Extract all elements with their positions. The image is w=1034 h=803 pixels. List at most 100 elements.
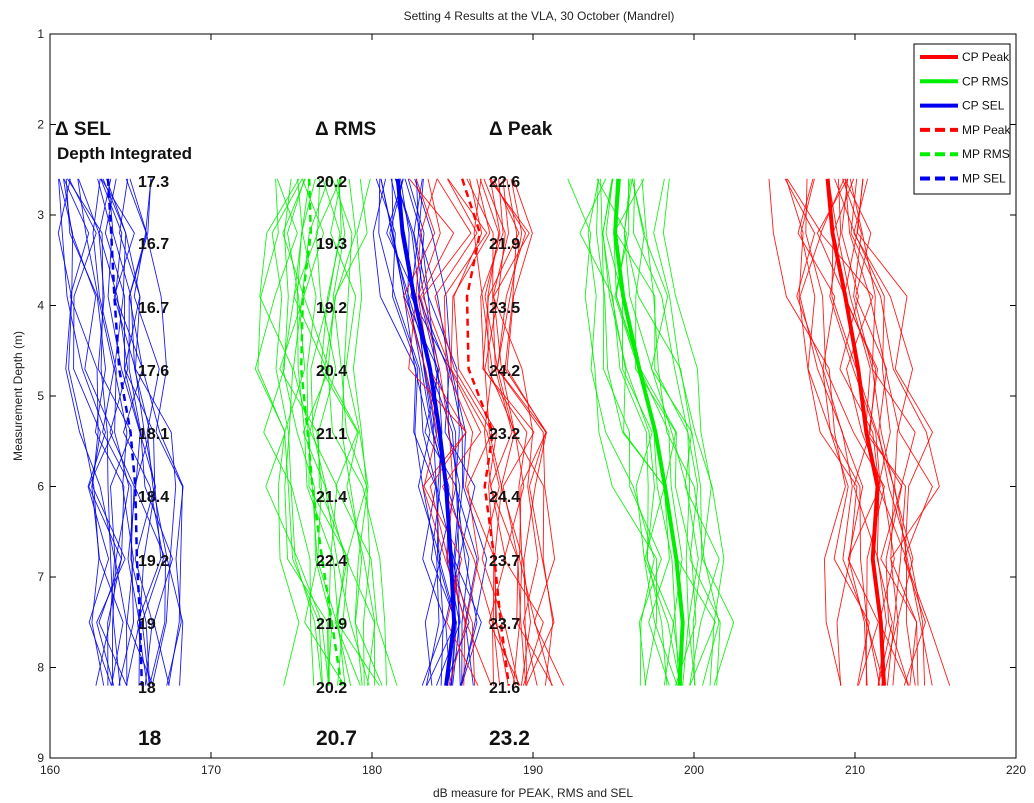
annotation-value: 24.4 bbox=[489, 489, 520, 506]
trace-line bbox=[67, 178, 121, 686]
trace-line bbox=[797, 178, 868, 686]
trace-line bbox=[596, 178, 683, 686]
trace-line bbox=[800, 178, 881, 686]
annotation-value: 17.6 bbox=[138, 363, 169, 380]
trace-line bbox=[293, 178, 349, 686]
trace-line bbox=[389, 178, 460, 686]
series-line-mp-rms bbox=[299, 178, 343, 686]
annotation-header: Δ RMS bbox=[315, 119, 376, 140]
annotation-value: 20.2 bbox=[316, 174, 347, 191]
annotation-value: 20.2 bbox=[316, 680, 347, 697]
trace-line bbox=[407, 178, 482, 686]
x-tick-label: 210 bbox=[845, 763, 865, 777]
chart-title: Setting 4 Results at the VLA, 30 October… bbox=[404, 9, 675, 23]
trace-line bbox=[834, 178, 916, 686]
trace-line bbox=[844, 178, 933, 686]
trace-line bbox=[587, 178, 655, 686]
trace-line bbox=[106, 178, 156, 686]
trace-line bbox=[786, 178, 867, 686]
trace-line bbox=[100, 178, 162, 686]
trace-line bbox=[408, 178, 476, 686]
annotation-value: 22.6 bbox=[489, 174, 520, 191]
annotation-value: 21.1 bbox=[316, 426, 347, 443]
trace-line bbox=[330, 178, 383, 686]
annotation-integrated-value: 18 bbox=[138, 727, 162, 750]
trace-line bbox=[662, 178, 735, 686]
legend-label: CP SEL bbox=[962, 99, 1005, 113]
trace-line bbox=[853, 178, 933, 686]
trace-line bbox=[92, 178, 130, 686]
series-line-cp-rms bbox=[613, 178, 685, 686]
annotation-value: 22.4 bbox=[316, 553, 347, 570]
trace-line bbox=[320, 178, 398, 686]
trace-line bbox=[850, 178, 940, 686]
annotation-value: 19.3 bbox=[316, 236, 347, 253]
trace-line bbox=[768, 178, 846, 686]
trace-line bbox=[567, 178, 658, 686]
y-tick-label: 6 bbox=[37, 480, 44, 494]
trace-line bbox=[623, 178, 720, 686]
legend-label: MP SEL bbox=[962, 172, 1006, 186]
y-axis-label: Measurement Depth (m) bbox=[11, 331, 25, 461]
x-tick-label: 220 bbox=[1006, 763, 1026, 777]
annotation-value: 20.4 bbox=[316, 363, 347, 380]
series-line-mp-sel bbox=[106, 178, 144, 686]
trace-line bbox=[391, 178, 456, 686]
annotation-value: 18.1 bbox=[138, 426, 169, 443]
annotation-value: 21.4 bbox=[316, 489, 347, 506]
trace-line bbox=[482, 178, 553, 686]
x-tick-label: 200 bbox=[684, 763, 704, 777]
trace-line bbox=[805, 178, 885, 686]
annotation-value: 21.6 bbox=[489, 680, 520, 697]
trace-line bbox=[315, 178, 361, 686]
trace-line bbox=[375, 178, 440, 686]
trace-line bbox=[631, 178, 716, 686]
series-line-mp-peak bbox=[461, 178, 511, 686]
y-tick-label: 5 bbox=[37, 389, 44, 403]
traces-layer bbox=[57, 178, 951, 686]
trace-line bbox=[404, 178, 478, 686]
trace-line bbox=[613, 178, 697, 686]
trace-line bbox=[596, 178, 681, 686]
trace-line bbox=[600, 178, 662, 686]
trace-line bbox=[102, 178, 154, 686]
annotations-layer: Δ SEL Δ RMS Δ Peak Depth Integrated 17.3 16.7… bbox=[55, 119, 553, 750]
trace-line bbox=[68, 178, 124, 686]
trace-line bbox=[327, 178, 387, 686]
annotation-value: 17.3 bbox=[138, 174, 169, 191]
trace-line bbox=[324, 178, 376, 686]
series-line-cp-peak bbox=[825, 178, 886, 686]
trace-line bbox=[128, 178, 173, 686]
annotation-value: 23.7 bbox=[489, 616, 520, 633]
annotation-integrated-value: 23.2 bbox=[489, 727, 530, 750]
annotation-value: 16.7 bbox=[138, 300, 169, 317]
x-axis-label: dB measure for PEAK, RMS and SEL bbox=[433, 786, 633, 800]
y-tick-label: 1 bbox=[37, 27, 44, 41]
trace-line bbox=[641, 178, 720, 686]
trace-line bbox=[605, 178, 678, 686]
trace-line bbox=[119, 178, 177, 686]
annotation-value: 23.7 bbox=[489, 553, 520, 570]
annotation-value: 19.2 bbox=[316, 300, 347, 317]
legend-box bbox=[913, 43, 1011, 195]
trace-line bbox=[857, 178, 951, 686]
annotation-subheader: Depth Integrated bbox=[57, 144, 192, 163]
trace-line bbox=[816, 178, 887, 686]
annotation-integrated-value: 20.7 bbox=[316, 727, 357, 750]
trace-line bbox=[408, 178, 467, 686]
annotation-value: 16.7 bbox=[138, 236, 169, 253]
trace-line bbox=[450, 178, 520, 686]
x-tick-label: 160 bbox=[40, 763, 60, 777]
trace-line bbox=[480, 178, 528, 686]
annotation-value: 23.5 bbox=[489, 300, 520, 317]
trace-line bbox=[785, 178, 858, 686]
y-tick-label: 8 bbox=[37, 661, 44, 675]
trace-line bbox=[394, 178, 470, 686]
x-tick-label: 180 bbox=[362, 763, 382, 777]
y-tick-label: 7 bbox=[37, 570, 44, 584]
y-tick-label: 9 bbox=[37, 751, 44, 765]
annotation-header: Δ SEL bbox=[55, 119, 111, 140]
y-tick-label: 4 bbox=[37, 299, 44, 313]
annotation-value: 21.9 bbox=[316, 616, 347, 633]
